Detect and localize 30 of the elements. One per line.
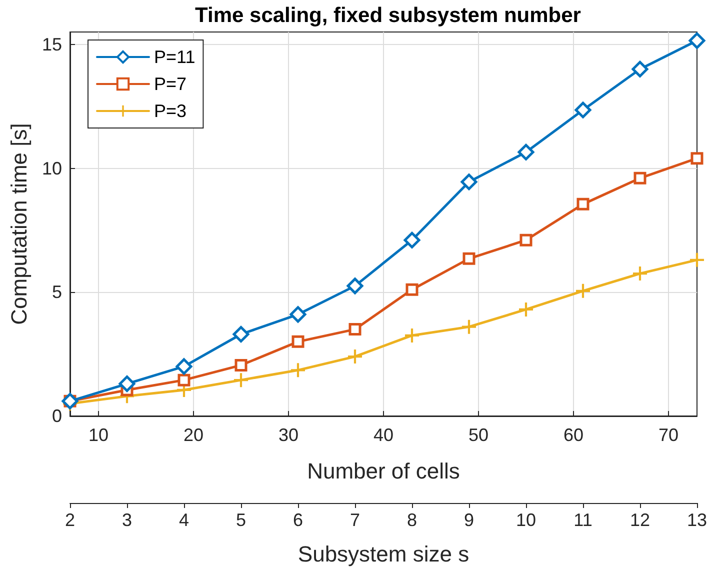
x2-tick-label: 8 <box>406 510 417 530</box>
x2-tick-label: 9 <box>464 510 474 530</box>
y-tick-label: 0 <box>52 406 62 426</box>
x2-tick-label: 2 <box>64 510 76 530</box>
x2-tick-label: 3 <box>122 510 132 530</box>
chart-title: Time scaling, fixed subsystem number <box>195 4 581 27</box>
y-tick-label: 15 <box>42 34 62 54</box>
legend-label: P=11 <box>154 47 196 67</box>
y-tick-label: 5 <box>52 282 62 302</box>
y-tick-label: 10 <box>42 158 62 178</box>
x-axis-title: Number of cells <box>307 458 460 484</box>
x2-axis-title: Subsystem size s <box>298 542 470 566</box>
x-tick-label: 10 <box>88 425 109 445</box>
x2-tick-label: 4 <box>178 510 190 530</box>
x2-tick-label: 13 <box>686 510 708 530</box>
legend-label: P=3 <box>154 101 187 121</box>
x2-tick-label: 6 <box>292 510 304 530</box>
x-tick-label: 30 <box>278 425 299 445</box>
x2-tick-label: 5 <box>236 510 246 530</box>
x2-tick-label: 7 <box>350 510 360 530</box>
y-axis-title: Computation time [s] <box>6 123 32 325</box>
x2-tick-label: 11 <box>574 510 592 530</box>
x2-tick-label: 10 <box>516 510 536 530</box>
x-tick-label: 20 <box>183 425 204 445</box>
x-tick-label: 60 <box>563 425 584 445</box>
legend-label: P=7 <box>154 74 187 94</box>
x-tick-label: 70 <box>658 425 679 445</box>
x2-tick-label: 12 <box>630 510 650 530</box>
x-tick-label: 50 <box>468 425 489 445</box>
x-tick-label: 40 <box>373 425 394 445</box>
